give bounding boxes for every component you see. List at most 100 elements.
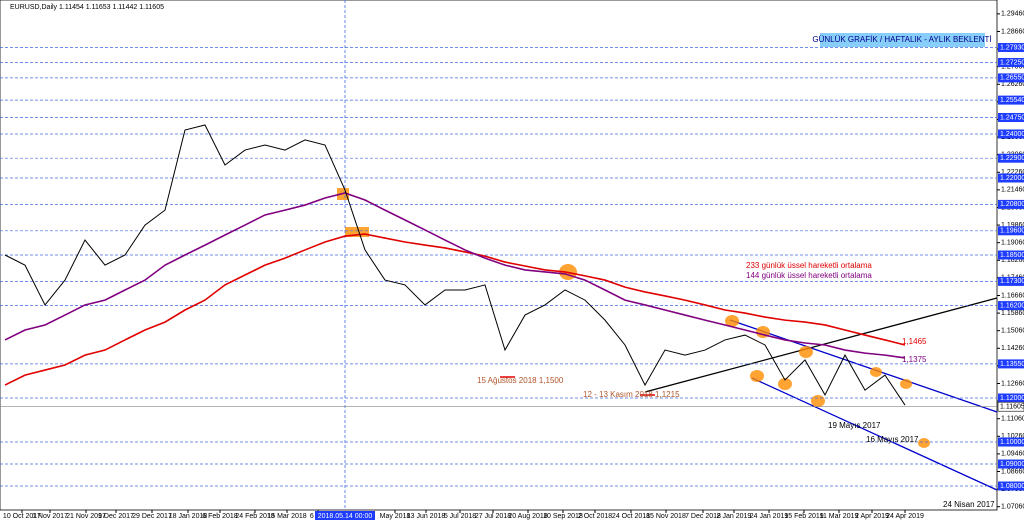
level-label: 1.08000: [1000, 483, 1024, 490]
x-tick-label: 1 Nov 2017: [32, 513, 68, 520]
x-tick-label: 21 Nov 2017: [66, 513, 106, 520]
y-tick-label: 1.07060: [1001, 504, 1024, 511]
x-tick-label: 24 Oct 2018: [612, 513, 650, 520]
marker: [918, 438, 930, 448]
level-box: [998, 393, 1024, 403]
y-tick-label: 1.18260: [1001, 257, 1024, 264]
marker: [345, 227, 369, 237]
level-label: 1.12000: [1000, 395, 1024, 402]
x-tick-label: 27 Jul 2018: [475, 513, 511, 520]
level-label: 1.18500: [1000, 252, 1024, 259]
level-box: [998, 95, 1024, 105]
marker: [778, 378, 792, 390]
x-tick-label: 24 Apr 2019: [886, 513, 924, 520]
y-tick-label: 1.26260: [1001, 81, 1024, 88]
marker: [811, 395, 825, 407]
y-tick-label: 1.16660: [1001, 292, 1024, 299]
marker: [900, 379, 912, 389]
x-tick-label: 20 Aug 2018: [508, 513, 547, 520]
level-box: [998, 153, 1024, 163]
annotation: GÜNLÜK GRAFİK / HAFTALIK - AYLIK BEKLENT…: [812, 35, 991, 44]
level-label: 1.26550: [1000, 75, 1024, 82]
level-box: [998, 276, 1024, 286]
x-tick-label: 29 Dec 2017: [132, 513, 172, 520]
annotation: 144 günlük üssel hareketli ortalama: [746, 271, 872, 280]
y-tick-label: 1.19060: [1001, 240, 1024, 247]
title-box: [820, 33, 985, 47]
last-price-box: [997, 401, 1024, 412]
level-label: 1.19600: [1000, 228, 1024, 235]
x-tick-label: 24 Feb 2018: [235, 513, 274, 520]
y-tick-label: 1.11060: [1001, 416, 1024, 423]
series-line: [4, 124, 906, 406]
level-label: 1.25540: [1000, 97, 1024, 104]
level-box: [998, 57, 1024, 67]
x-tick-label: 10 Oct 2017: [3, 513, 41, 520]
level-box: [998, 359, 1024, 369]
level-label: 1.09000: [1000, 461, 1024, 468]
x-tick-label: May 2018: [380, 513, 411, 520]
x-tick-label: 2 Apr 2019: [855, 513, 889, 520]
level-label: 1.16200: [1000, 302, 1024, 309]
x-tick-label: 2 Jan 2019: [717, 513, 752, 520]
level-box: [998, 199, 1024, 209]
level-box: [998, 73, 1024, 83]
y-tick-label: 1.27060: [1001, 64, 1024, 71]
level-label: 1.22900: [1000, 155, 1024, 162]
y-tick-label: 1.09460: [1001, 451, 1024, 458]
crosshair-label: 2018.05.14 00:00: [318, 513, 373, 520]
last-price-label: 1.11605: [1000, 404, 1024, 411]
level-label: 1.24000: [1000, 131, 1024, 138]
level-label: 1.13550: [1000, 361, 1024, 368]
level-box: [998, 112, 1024, 122]
x-tick-label: 2 Oct 2018: [578, 513, 612, 520]
x-tick-label: 15 Feb 2019: [784, 513, 823, 520]
annotation: 12 - 13 Kasım 2018 1,1215: [583, 390, 680, 399]
x-tick-label: 7 Dec 2018: [685, 513, 721, 520]
level-box: [998, 129, 1024, 139]
level-label: 1.20800: [1000, 201, 1024, 208]
marker: [870, 367, 882, 377]
x-tick-label: 5 Jul 2018: [444, 513, 476, 520]
x-tick-label: 15 Nov 2018: [646, 513, 686, 520]
annotation: 233 günlük üssel hareketli ortalama: [746, 261, 872, 270]
x-tick-label: 10 Sep 2018: [543, 513, 583, 520]
level-label: 1.17300: [1000, 278, 1024, 285]
x-tick-label: 15 Mar 2018: [267, 513, 306, 520]
x-tick-label: 13 Jun 2018: [407, 513, 446, 520]
header: EURUSD,Daily 1.11454 1.11653 1.11442 1.1…: [10, 4, 164, 11]
level-box: [998, 43, 1024, 53]
level-label: 1.27930: [1000, 44, 1024, 51]
level-box: [998, 301, 1024, 311]
y-tick-label: 1.15060: [1001, 328, 1024, 335]
marker: [750, 370, 764, 382]
channel-lower: [751, 377, 998, 491]
annotation: 1,1465: [902, 337, 927, 346]
y-tick-label: 1.12660: [1001, 380, 1024, 387]
y-tick-label: 1.14260: [1001, 345, 1024, 352]
level-label: 1.27250: [1000, 59, 1024, 66]
y-tick-label: 1.21460: [1001, 187, 1024, 194]
y-tick-label: 1.28660: [1001, 28, 1024, 35]
level-label: 1.22000: [1000, 175, 1024, 182]
series-line: [4, 192, 906, 359]
y-tick-label: 1.08660: [1001, 468, 1024, 475]
annotation: 15 Ağustos 2018 1,1500: [477, 376, 564, 385]
level-box: [998, 173, 1024, 183]
x-tick-label: 24 Jan 2019: [750, 513, 789, 520]
channel-upper: [729, 319, 998, 413]
y-tick-label: 1.19860: [1001, 222, 1024, 229]
annotation: 1,1375: [902, 355, 927, 364]
level-box: [998, 481, 1024, 491]
marker: [725, 315, 739, 327]
crosshair-box: [315, 511, 375, 520]
x-tick-label: 9 Dec 2017: [98, 513, 134, 520]
marker: [799, 346, 813, 358]
annotation: 19 Mayıs 2017: [828, 421, 881, 430]
x-tick-label: 6 Feb 2018: [202, 513, 238, 520]
y-tick-label: 1.15860: [1001, 310, 1024, 317]
level-box: [998, 250, 1024, 260]
level-box: [998, 226, 1024, 236]
level-box: [998, 459, 1024, 469]
